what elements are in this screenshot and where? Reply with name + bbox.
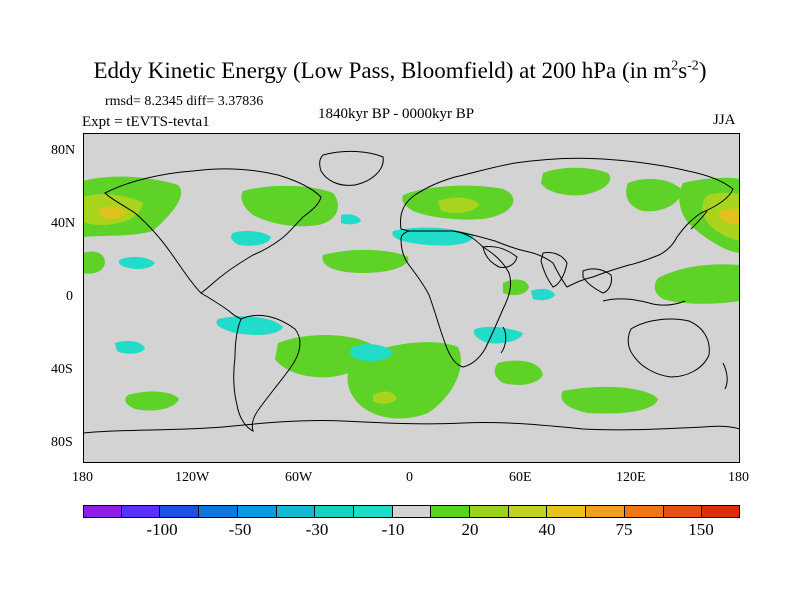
colorbar-label-minus100: -100 [146,520,178,539]
title-close-paren: ) [698,58,707,83]
map-plot [83,133,740,463]
region-west-pacific-tropics [654,264,740,304]
neg-indian-ocean [531,288,555,301]
season-label: JJA [713,112,736,128]
neg-east-pacific [118,256,155,270]
positive-anomaly-regions [83,167,740,419]
neg-mid-atlantic [341,214,361,225]
coast-europe-asia [400,157,734,288]
region-east-pacific-tropics [83,251,105,274]
coast-india [540,252,568,288]
colorbar-label-75: 75 [615,520,633,539]
colorbar-segment [160,505,200,518]
colorbar-segment [663,505,703,518]
lon-label-180e: 180 [728,470,749,485]
neg-south-atlantic-mid [115,341,145,354]
chart-title: Eddy Kinetic Energy (Low Pass, Bloomfiel… [0,58,800,84]
coast-indonesia [602,298,686,306]
coast-arabia [482,246,518,268]
colorbar-segment [431,505,471,518]
coastlines [83,150,740,434]
lon-label-120w: 120W [175,470,210,485]
colorbar-segment [276,505,316,518]
colorbar-segment [547,505,587,518]
title-superscript-2: -2 [687,58,699,74]
lon-label-180w: 180 [72,470,93,485]
region-north-america [241,185,338,227]
core-atlantic [438,197,479,213]
colorbar-segment [353,505,393,518]
coast-new-zealand [722,362,728,390]
colorbar-segment [586,505,625,518]
neg-south-pacific [216,316,283,335]
lat-label-80n: 80N [51,143,76,158]
neg-north-africa [392,227,474,246]
coast-japan [690,210,708,230]
coast-greenland [319,150,384,186]
region-tropical-atlantic [322,249,409,273]
colorbar-label-20: 20 [461,520,479,539]
lon-label-60e: 60E [509,470,532,485]
lon-label-120e: 120E [616,470,646,485]
period-label: 1840kyr BP - 0000kyr BP [318,106,475,122]
experiment-label: Expt = tEVTS-tevta1 [82,114,210,130]
lat-label-80s: 80S [51,435,73,450]
stats-label: rmsd= 8.2345 diff= 3.37836 [105,94,264,109]
region-southern-ocean-east [561,386,658,414]
region-asia-north [541,167,611,196]
neg-madagascar [473,326,523,344]
peak-north-pacific-east [719,208,740,225]
colorbar-label-minus50: -50 [228,520,252,539]
colorbar-segment [237,505,277,518]
colorbar-segment [624,505,664,518]
map-svg [83,150,740,434]
colorbar-label-40: 40 [538,520,556,539]
lon-label-0: 0 [406,470,413,485]
core-south-atlantic [373,391,397,404]
coast-madagascar [500,326,507,354]
coast-africa [400,230,512,368]
coast-antarctica [83,419,740,434]
coast-southeast-asia [582,268,612,294]
colorbar-segment [508,505,548,518]
coast-north-america [104,168,322,294]
colorbar-segment [83,505,122,518]
neg-north-america-east [231,230,271,246]
lat-label-40s: 40S [51,362,73,377]
colorbar [83,505,740,518]
colorbar-segment [121,505,161,518]
coast-australia [627,318,710,378]
colorbar-segment [392,505,432,518]
neg-south-pacific-center [349,344,393,361]
lat-label-40n: 40N [51,216,76,231]
peak-positive-cores [99,206,740,225]
colorbar-label-minus30: -30 [305,520,329,539]
region-africa-east [503,279,529,295]
colorbar-segment [702,505,740,518]
colorbar-segment [315,505,354,518]
colorbar-frame [83,505,740,518]
region-south-indian [494,360,543,385]
title-superscript-1: 2 [671,58,679,74]
region-asia-east [626,178,683,212]
colorbar-segment [470,505,509,518]
colorbar-label-minus10: -10 [381,520,405,539]
peak-north-pacific [99,206,127,220]
lat-label-0: 0 [66,289,73,304]
lon-label-60w: 60W [285,470,313,485]
coast-south-america [233,314,301,432]
coast-central-america [200,292,242,320]
title-unit-s: s [678,58,688,83]
negative-anomaly-regions [115,214,555,361]
title-text: Eddy Kinetic Energy (Low Pass, Bloomfiel… [93,58,672,83]
colorbar-label-150: 150 [688,520,714,539]
colorbar-segment [199,505,238,518]
region-southern-ocean-west [125,391,179,411]
